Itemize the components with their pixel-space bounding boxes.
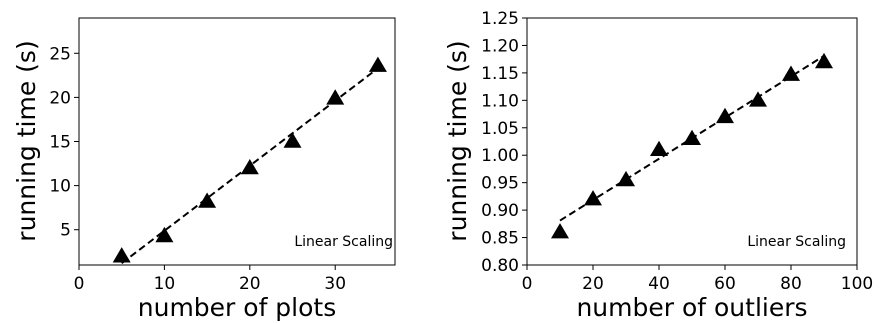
x-tick-label: 20: [239, 274, 261, 294]
y-tick-label: 10: [49, 177, 71, 197]
y-tick-label: 0.90: [481, 201, 519, 221]
data-point: [683, 129, 701, 146]
y-tick-label: 1.10: [481, 91, 519, 111]
data-point: [617, 170, 635, 187]
chart-2: 0 20 40 60 80 100 0.80 0.85 0.90 0.95 1.00 1.05 1.10…: [443, 9, 873, 322]
y-tick-label: 0.80: [481, 256, 519, 276]
data-point: [782, 65, 800, 81]
data-point: [326, 89, 345, 105]
x-tick-label: 10: [154, 274, 176, 294]
data-point: [283, 132, 302, 148]
y-tick-label: 1.05: [481, 119, 519, 139]
y-tick-label: 0.85: [481, 229, 519, 249]
y-tick-label: 1.20: [481, 36, 519, 56]
y-tick-label: 0.95: [481, 174, 519, 194]
y-tick-label: 25: [49, 44, 71, 64]
x-axis-label: number of plots: [138, 293, 337, 322]
x-tick-label: 0: [522, 274, 533, 294]
data-point: [650, 140, 668, 157]
x-tick-label: 0: [74, 274, 85, 294]
y-tick-label: 5: [60, 221, 71, 241]
plot-frame: [78, 17, 396, 266]
data-point: [240, 158, 259, 175]
data-point: [198, 192, 217, 208]
x-tick-label: 40: [648, 274, 670, 294]
x-tick-label: 100: [841, 274, 873, 294]
y-tick-label: 20: [49, 88, 71, 108]
x-tick-label: 20: [582, 274, 604, 294]
data-point: [368, 56, 387, 72]
data-point: [551, 223, 569, 239]
x-tick-label: 80: [780, 274, 802, 294]
annotation-linear-scaling: Linear Scaling: [747, 234, 846, 250]
x-axis-label: number of outliers: [576, 293, 807, 322]
data-point: [716, 107, 734, 124]
y-tick-label: 1.15: [481, 64, 519, 84]
data-point: [112, 247, 131, 263]
data-point: [815, 52, 833, 69]
y-tick-label: 15: [49, 133, 71, 153]
data-point: [584, 190, 602, 206]
y-tick-label: 1.25: [481, 9, 519, 29]
x-tick-label: 30: [324, 274, 346, 294]
y-axis-label: running time (s): [12, 40, 41, 241]
plot-frame: [526, 17, 858, 266]
y-tick-label: 1.00: [481, 146, 519, 166]
y-axis-label: running time (s): [443, 40, 472, 241]
x-tick-label: 60: [714, 274, 736, 294]
data-point: [749, 91, 767, 107]
chart-1: 0 10 20 30 5 10 15 20 25 number of plots running t…: [12, 17, 396, 322]
annotation-linear-scaling: Linear Scaling: [294, 234, 393, 250]
data-point: [155, 226, 174, 243]
